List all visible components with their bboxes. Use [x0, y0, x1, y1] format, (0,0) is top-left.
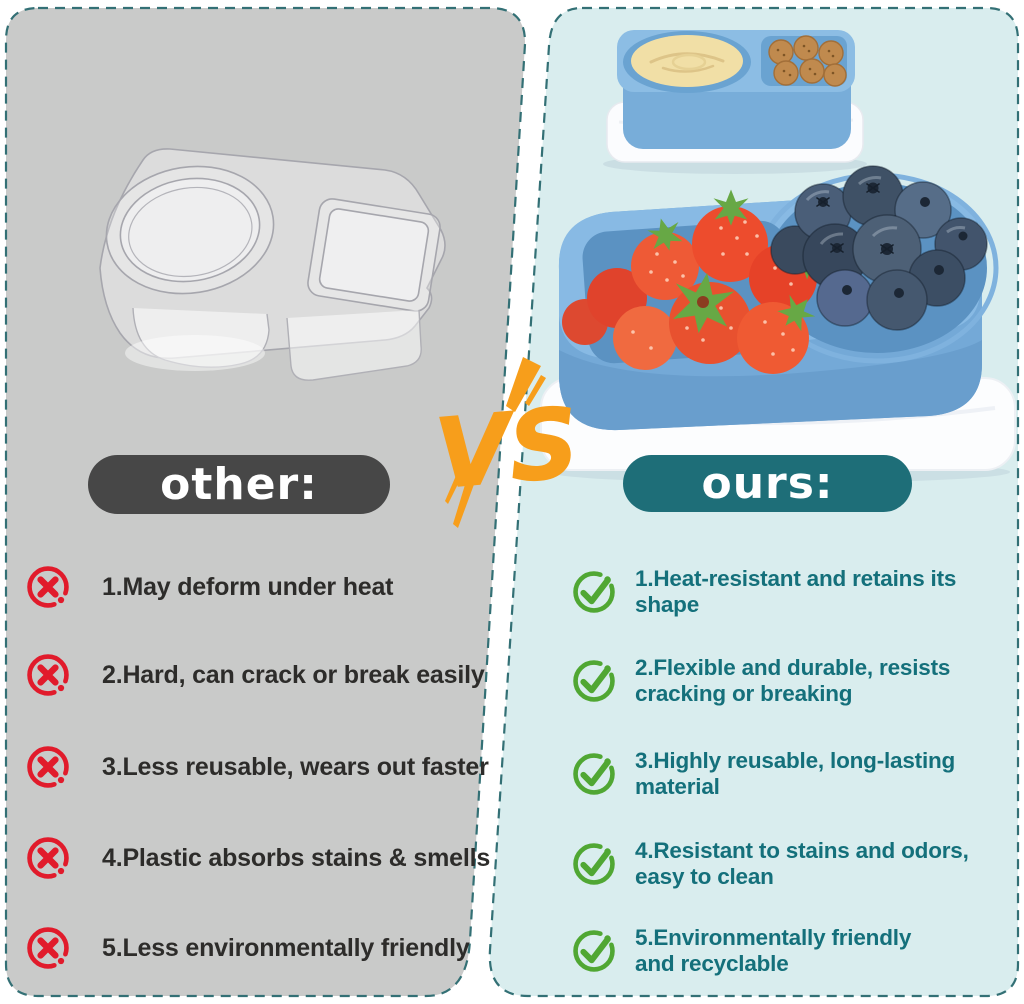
x-circle-icon	[24, 743, 72, 791]
check-circle-icon	[570, 750, 618, 798]
check-circle-icon	[570, 840, 618, 888]
list-item-label: 1.May deform under heat	[102, 572, 394, 601]
list-item-ours-5: 5.Environmentally friendly and recyclable	[570, 918, 990, 984]
blue-bento-snack-photo	[603, 30, 867, 174]
list-item-other-5: 5.Less environmentally friendly	[24, 917, 474, 979]
list-item-label: 5.Less environmentally friendly	[102, 933, 470, 962]
other-title-label: other:	[160, 459, 318, 510]
list-item-label: 4.Plastic absorbs stains & smells	[102, 843, 491, 872]
check-circle-icon	[570, 927, 618, 975]
x-circle-icon	[24, 651, 72, 699]
vs-label: VS	[432, 388, 583, 510]
check-circle-icon	[570, 568, 618, 616]
list-item-ours-4: 4.Resistant to stains and odors, easy to …	[570, 831, 990, 897]
list-item-label: 1.Heat-resistant and retains its shape	[635, 565, 957, 617]
list-item-label: 5.Environmentally friendly and recyclable	[635, 924, 912, 976]
list-item-other-3: 3.Less reusable, wears out faster	[24, 736, 489, 798]
other-title-pill: other:	[88, 455, 390, 514]
x-circle-icon	[24, 563, 72, 611]
ours-title-label: ours:	[701, 458, 834, 509]
list-item-label: 3.Less reusable, wears out faster	[102, 752, 489, 781]
list-item-other-4: 4.Plastic absorbs stains & smells	[24, 827, 490, 889]
strawberries	[562, 189, 832, 374]
ours-title-pill: ours:	[623, 455, 912, 512]
vs-mark: VS	[431, 357, 584, 528]
blue-bento-fruit-photo	[540, 165, 1016, 483]
check-circle-icon	[570, 657, 618, 705]
list-item-label: 2.Flexible and durable, resists cracking …	[635, 654, 951, 706]
x-circle-icon	[24, 834, 72, 882]
blueberries	[770, 165, 988, 331]
list-item-label: 3.Highly reusable, long-lasting material	[635, 747, 956, 799]
list-item-ours-1: 1.Heat-resistant and retains its shape	[570, 559, 990, 625]
clear-plastic-tray-photo	[99, 148, 446, 381]
lightning-bolt-icon	[445, 357, 546, 528]
x-circle-icon	[24, 924, 72, 972]
list-item-label: 2.Hard, can crack or break easily	[102, 660, 485, 689]
list-item-other-1: 1.May deform under heat	[24, 556, 474, 618]
list-item-ours-3: 3.Highly reusable, long-lasting material	[570, 741, 990, 807]
list-item-ours-2: 2.Flexible and durable, resists cracking …	[570, 648, 990, 714]
list-item-label: 4.Resistant to stains and odors, easy to …	[635, 837, 969, 889]
list-item-other-2: 2.Hard, can crack or break easily	[24, 644, 485, 706]
